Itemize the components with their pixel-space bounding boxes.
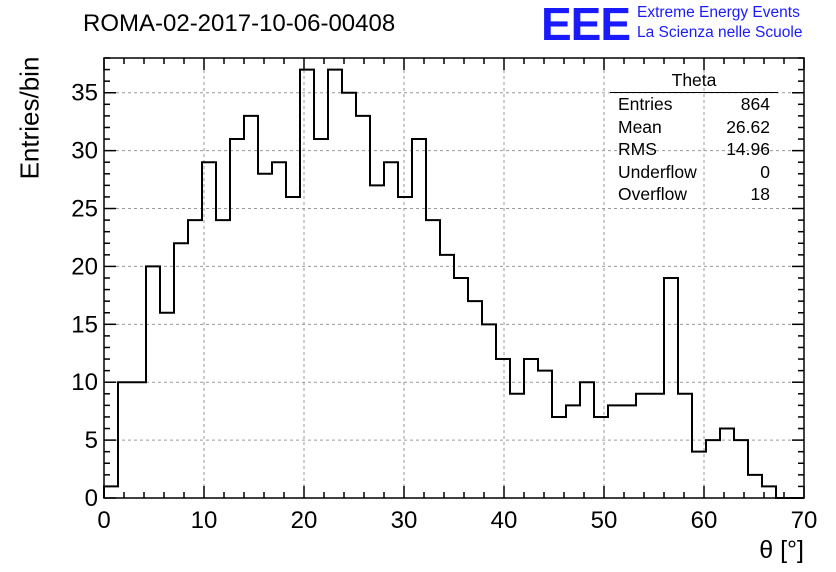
x-tick-label: 70: [791, 507, 818, 534]
y-axis-label: Entries/bin: [14, 56, 45, 180]
y-tick-label: 5: [85, 427, 98, 454]
stats-value: 14.96: [726, 139, 770, 159]
y-tick-label: 10: [71, 369, 98, 396]
stats-row: RMS 14.96: [610, 138, 778, 161]
x-tick-label: 20: [291, 507, 318, 534]
x-tick-label: 60: [691, 507, 718, 534]
stats-row: Mean 26.62: [610, 116, 778, 139]
stats-row: Entries 864: [610, 93, 778, 116]
stats-label: Underflow: [618, 161, 697, 182]
axis-ticks: [103, 57, 805, 499]
x-tick-label: 50: [591, 507, 618, 534]
x-axis-label: θ [°]: [759, 536, 804, 564]
y-tick-label: 35: [71, 80, 98, 107]
y-tick-label: 25: [71, 196, 98, 223]
stats-box: Theta Entries 864 Mean 26.62 RMS 14.96 U…: [610, 70, 778, 206]
stats-row: Underflow 0: [610, 161, 778, 184]
y-tick-label: 0: [85, 485, 98, 512]
stats-row: Overflow 18: [610, 183, 778, 206]
stats-value: 18: [750, 184, 770, 204]
stats-label: Overflow: [618, 184, 688, 204]
stats-value: 864: [740, 94, 770, 114]
stats-label: Mean: [618, 116, 662, 137]
stats-value: 0: [760, 161, 770, 182]
stats-title: Theta: [610, 70, 778, 93]
run-title: ROMA-02-2017-10-06-00408: [83, 10, 396, 37]
x-tick-label: 0: [97, 507, 110, 534]
y-tick-label: 30: [71, 138, 98, 165]
x-tick-label: 10: [191, 507, 218, 534]
logo-line-2: La Scienza nelle Scuole: [637, 24, 803, 41]
y-tick-label: 15: [71, 311, 98, 338]
stats-label: Entries: [618, 94, 673, 114]
y-tick-label: 20: [71, 253, 98, 280]
stats-label: RMS: [618, 139, 657, 159]
grid-lines: [104, 58, 804, 498]
stats-value: 26.62: [726, 116, 770, 137]
logo-line-1: Extreme Energy Events: [637, 4, 800, 21]
eee-logo-mark: EEE: [541, 0, 631, 50]
x-tick-label: 30: [391, 507, 418, 534]
x-tick-label: 40: [491, 507, 518, 534]
tick-labels: 0 10 20 30 40 50 60 70 0 5 10 15 20 25 30 35: [71, 80, 817, 534]
histogram-step-line: [103, 68, 804, 499]
